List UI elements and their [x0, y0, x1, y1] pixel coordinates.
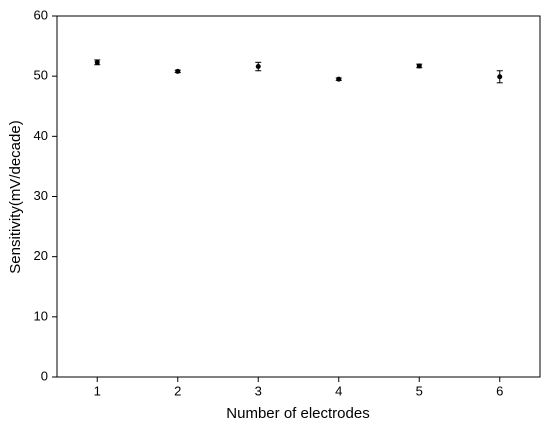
point: [497, 74, 503, 80]
y-tick-label: 40: [34, 128, 48, 143]
y-tick-label: 10: [34, 308, 48, 323]
y-tick-label: 30: [34, 188, 48, 203]
x-tick-label: 2: [174, 383, 181, 398]
y-tick-label: 50: [34, 68, 48, 83]
y-axis-title: Sensitivity(mV/decade): [7, 120, 24, 273]
point: [175, 68, 181, 74]
y-tick-label: 60: [34, 7, 48, 22]
x-tick-label: 1: [94, 383, 101, 398]
point: [94, 59, 100, 65]
y-tick-label: 20: [34, 248, 48, 263]
x-tick-label: 3: [255, 383, 262, 398]
y-tick-label: 0: [41, 368, 48, 383]
point: [416, 63, 422, 69]
x-axis-title: Number of electrodes: [226, 405, 369, 422]
x-tick-label: 6: [496, 383, 503, 398]
plot-frame: [56, 15, 541, 378]
x-tick-label: 5: [416, 383, 423, 398]
point: [336, 76, 342, 82]
x-tick-label: 4: [335, 383, 342, 398]
point: [255, 64, 261, 70]
